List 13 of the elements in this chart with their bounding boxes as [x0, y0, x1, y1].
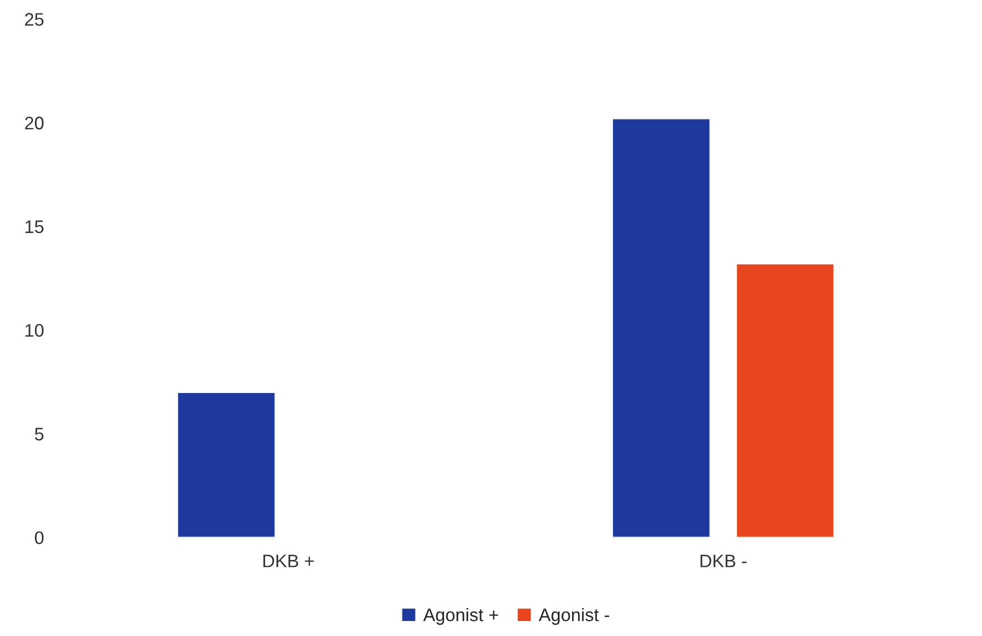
bar	[612, 118, 711, 538]
y-tick-label: 10	[26, 324, 44, 337]
y-tick-label: 15	[26, 220, 44, 234]
x-tick-label: DKB -	[700, 554, 746, 568]
bar	[176, 392, 276, 538]
y-tick-label: 20	[25, 116, 44, 130]
y-tick-label: 0	[34, 531, 44, 544]
legend-label: Agonist +	[423, 608, 498, 625]
y-tick-label: 5	[34, 428, 44, 440]
legend-label: Agonist -	[538, 608, 610, 625]
y-tick-label: 25	[25, 13, 44, 26]
x-tick-label: DKB +	[263, 554, 314, 568]
bar	[736, 263, 835, 538]
